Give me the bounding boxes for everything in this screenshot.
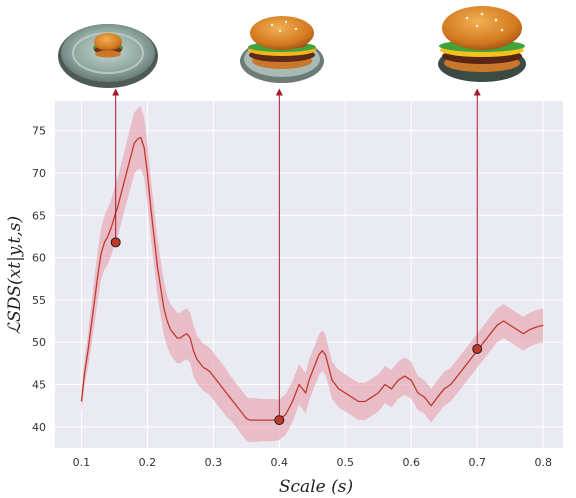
- y-tick-label-1: 45: [32, 379, 46, 392]
- marker-arrows: [112, 88, 481, 416]
- burger-thumbnail-medium: [240, 16, 324, 83]
- x-tick-label-6: 0.7: [468, 456, 486, 469]
- burger-thumbnail-small: [58, 24, 158, 88]
- x-tick-label-5: 0.6: [403, 456, 421, 469]
- y-tick-label-7: 75: [32, 125, 46, 138]
- series-line-0: [80, 136, 544, 421]
- y-tick-label-5: 65: [32, 209, 46, 222]
- x-tick-label-4: 0.5: [337, 456, 355, 469]
- x-tick-label-7: 0.8: [534, 456, 552, 469]
- y-tick-labels: 40 45 50 55 60 65 70 75: [32, 125, 46, 434]
- x-axis-label: Scale (s): [279, 477, 353, 497]
- y-tick-label-2: 50: [32, 336, 46, 349]
- burger-thumbnail-large: [438, 6, 526, 82]
- sample-marker-0: [110, 237, 121, 248]
- sample-marker-1: [274, 415, 285, 426]
- y-tick-label-3: 55: [32, 294, 46, 307]
- x-tick-label-3: 0.4: [271, 456, 289, 469]
- sample-markers: [110, 237, 483, 426]
- x-tick-label-0: 0.1: [73, 456, 91, 469]
- y-tick-label-0: 40: [32, 421, 46, 434]
- y-tick-label-6: 70: [32, 167, 46, 180]
- x-tick-label-1: 0.2: [139, 456, 157, 469]
- sample-marker-2: [472, 343, 483, 354]
- y-tick-label-4: 60: [32, 252, 46, 265]
- y-axis-label: ℒSDS(xt|y,t,s): [5, 216, 25, 334]
- x-tick-labels: 0.1 0.2 0.3 0.4 0.5 0.6 0.7 0.8: [73, 456, 552, 469]
- x-tick-label-2: 0.3: [205, 456, 223, 469]
- mean-line: [80, 136, 544, 421]
